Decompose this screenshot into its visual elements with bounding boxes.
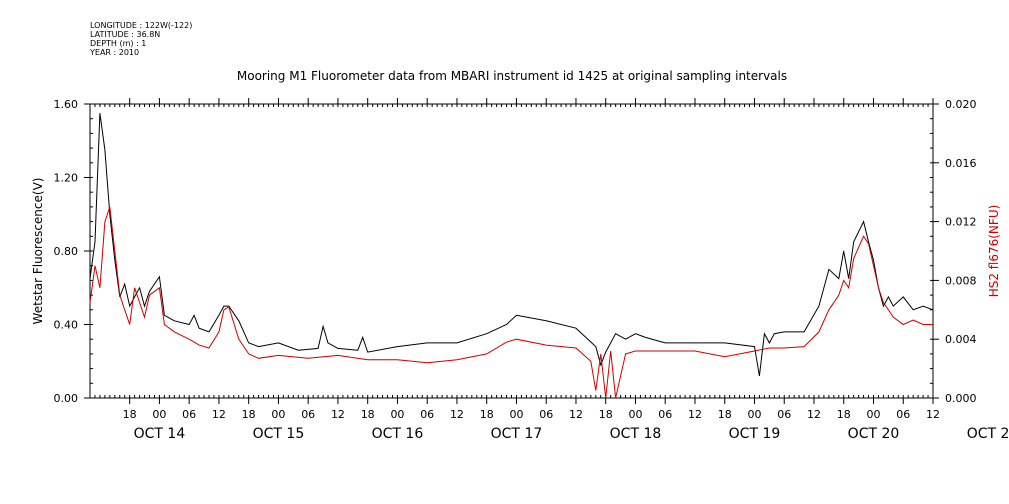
- day-label: OCT 15: [253, 426, 305, 442]
- hour-tick-label: 18: [837, 408, 851, 421]
- hour-tick-label: 12: [569, 408, 583, 421]
- left-tick-label: 1.60: [54, 98, 79, 111]
- hour-tick-label: 18: [480, 408, 494, 421]
- left-tick-label: 0.40: [54, 319, 79, 332]
- hour-tick-label: 06: [182, 408, 196, 421]
- hour-tick-label: 18: [599, 408, 613, 421]
- plot-frame: [89, 103, 934, 399]
- day-label: OCT 19: [729, 426, 781, 442]
- hour-tick-label: 18: [242, 408, 256, 421]
- hour-tick-label: 18: [718, 408, 732, 421]
- left-tick-label: 0.80: [54, 245, 79, 258]
- series-layer: [89, 113, 934, 399]
- hour-tick-label: 00: [747, 408, 761, 421]
- right-tick-label: 0.008: [945, 274, 977, 287]
- hour-tick-label: 12: [926, 408, 940, 421]
- hour-tick-label: 00: [628, 408, 642, 421]
- longitude-text: LONGITUDE : 122W(-122): [90, 21, 193, 30]
- hour-tick-label: 06: [777, 408, 791, 421]
- latitude-text: LATITUDE : 36.8N: [90, 30, 161, 39]
- hour-tick-label: 06: [539, 408, 553, 421]
- hour-tick-label: 12: [331, 408, 345, 421]
- day-label: OCT 20: [848, 426, 900, 442]
- hour-tick-label: 12: [450, 408, 464, 421]
- right-tick-label: 0.020: [945, 98, 977, 111]
- day-label: OCT 18: [610, 426, 662, 442]
- right-tick-label: 0.016: [945, 157, 977, 170]
- hour-tick-label: 18: [361, 408, 375, 421]
- right-tick-label: 0.004: [945, 333, 977, 346]
- hour-tick-label: 00: [271, 408, 285, 421]
- day-label: OCT 21: [967, 426, 1009, 442]
- hour-tick-label: 00: [866, 408, 880, 421]
- hour-tick-label: 18: [123, 408, 137, 421]
- wetstar-fluorescence-line: [89, 113, 934, 376]
- day-label: OCT 17: [491, 426, 543, 442]
- hour-tick-label: 12: [212, 408, 226, 421]
- hour-tick-label: 06: [301, 408, 315, 421]
- right-tick-label: 0.000: [945, 392, 977, 405]
- right-axis: 0.000 0.004 0.008 0.012 0.016 0.020: [930, 98, 977, 405]
- hour-tick-label: 06: [420, 408, 434, 421]
- hour-tick-label: 12: [807, 408, 821, 421]
- left-axis: 0.00 0.40 0.80 1.20 1.60: [54, 98, 93, 405]
- metadata-block: LONGITUDE : 122W(-122) LATITUDE : 36.8N …: [90, 21, 192, 57]
- hour-tick-label: 06: [896, 408, 910, 421]
- right-tick-label: 0.012: [945, 216, 977, 229]
- day-label: OCT 14: [134, 426, 186, 442]
- hour-tick-label: 00: [509, 408, 523, 421]
- left-tick-label: 0.00: [54, 392, 79, 405]
- left-axis-label: Wetstar Fluorescence(V): [31, 178, 45, 325]
- right-axis-label: HS2 fl676(NFU): [987, 205, 1001, 298]
- day-label: OCT 16: [372, 426, 424, 442]
- year-text: YEAR : 2010: [90, 48, 140, 57]
- left-tick-label: 1.20: [54, 172, 79, 185]
- chart-title: Mooring M1 Fluorometer data from MBARI i…: [237, 69, 787, 83]
- depth-text: DEPTH (m) : 1: [90, 39, 147, 48]
- hour-tick-label: 00: [390, 408, 404, 421]
- hour-tick-label: 12: [688, 408, 702, 421]
- hour-tick-label: 00: [152, 408, 166, 421]
- x-axis: 18 00 06 12 18 00 06 12 18 00 06 12 18 00 06 12 18 00 06 12…: [89, 98, 1009, 442]
- hour-tick-label: 06: [658, 408, 672, 421]
- hs2-fl676-line: [89, 206, 933, 399]
